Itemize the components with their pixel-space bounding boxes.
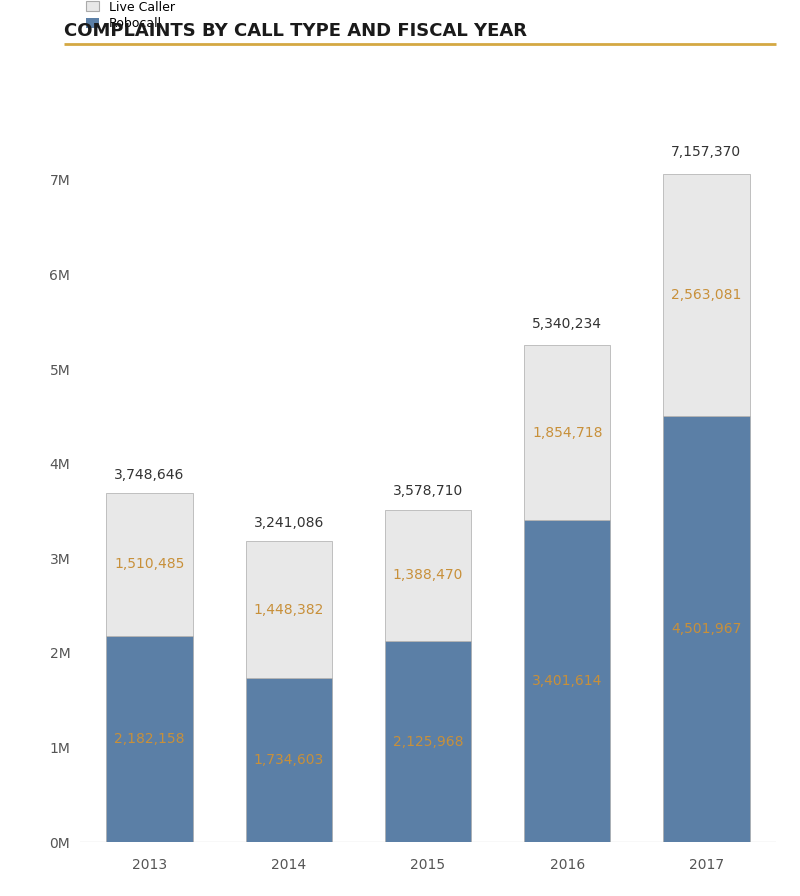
Bar: [663, 416, 750, 842]
Bar: [246, 678, 332, 842]
Text: 7,157,370: 7,157,370: [671, 145, 742, 159]
Text: 1,854,718: 1,854,718: [532, 426, 602, 440]
Text: 1,448,382: 1,448,382: [254, 602, 324, 616]
Text: 3,578,710: 3,578,710: [393, 484, 463, 498]
Text: 2,563,081: 2,563,081: [671, 288, 742, 302]
Text: 5,340,234: 5,340,234: [532, 317, 602, 332]
Bar: [663, 174, 750, 416]
Bar: [524, 521, 610, 842]
Bar: [385, 510, 471, 641]
Text: 1,510,485: 1,510,485: [114, 557, 185, 572]
Bar: [106, 493, 193, 636]
Text: 2,125,968: 2,125,968: [393, 735, 463, 749]
Text: 1,388,470: 1,388,470: [393, 568, 463, 582]
Text: 2,182,158: 2,182,158: [114, 732, 185, 746]
Text: 3,748,646: 3,748,646: [114, 468, 185, 482]
Text: 4,501,967: 4,501,967: [671, 622, 742, 636]
Text: 1,734,603: 1,734,603: [254, 754, 324, 767]
Text: 3,401,614: 3,401,614: [532, 675, 602, 688]
Text: COMPLAINTS BY CALL TYPE AND FISCAL YEAR: COMPLAINTS BY CALL TYPE AND FISCAL YEAR: [64, 22, 527, 40]
Text: 3,241,086: 3,241,086: [254, 516, 324, 530]
Bar: [524, 345, 610, 521]
Bar: [246, 541, 332, 678]
Bar: [385, 641, 471, 842]
Bar: [106, 636, 193, 842]
Legend: Live Caller, Robocall: Live Caller, Robocall: [86, 1, 174, 30]
